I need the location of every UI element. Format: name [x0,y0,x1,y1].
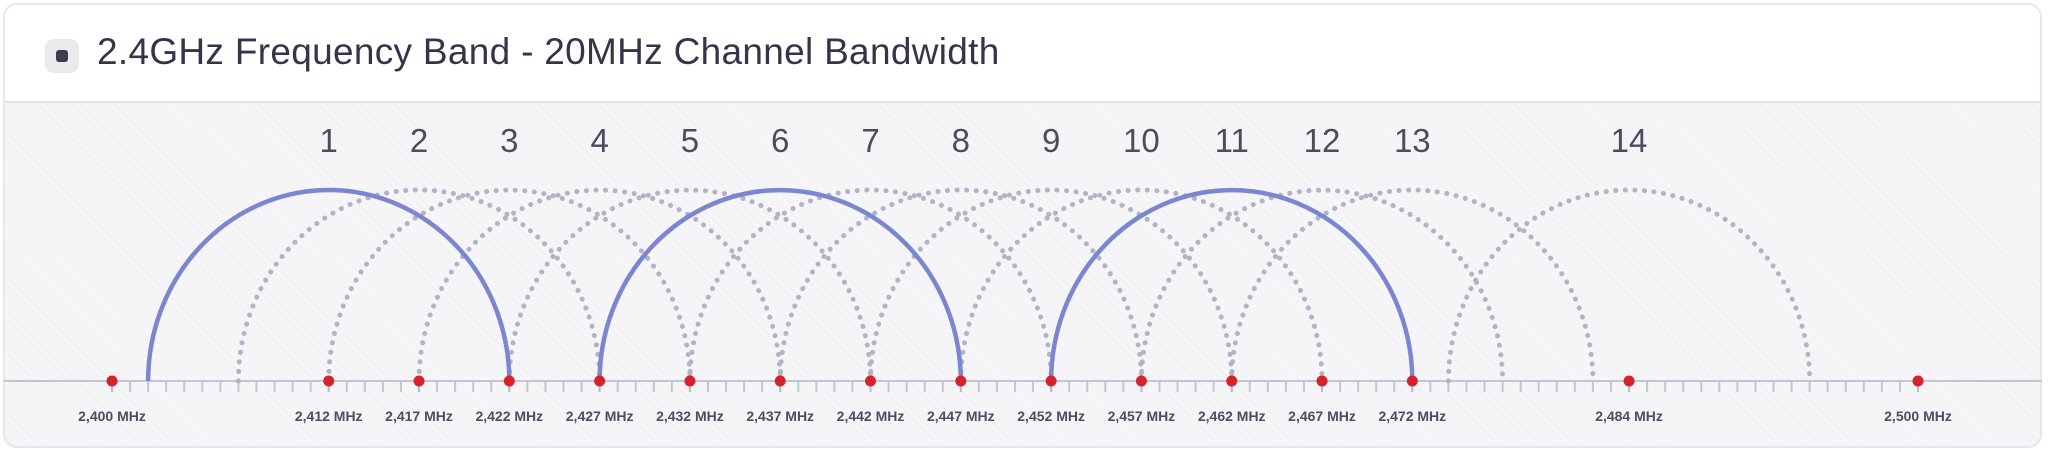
channel-number: 14 [1611,122,1648,159]
channel-number: 9 [1042,122,1060,159]
channel-number: 2 [410,122,428,159]
frequency-label: 2,437 MHz [746,408,814,424]
band-icon [45,39,79,73]
channel-number: 12 [1304,122,1341,159]
channel-number: 3 [500,122,518,159]
channel-6-arc [597,187,964,382]
frequency-marker [1135,375,1147,387]
frequency-marker [865,375,877,387]
frequency-label: 2,467 MHz [1288,408,1356,424]
frequency-label: 2,422 MHz [475,408,543,424]
channel-4-arc [416,187,783,384]
channel-13-arc [1229,187,1596,384]
frequency-marker [1912,375,1924,387]
channel-10-arc [958,187,1325,384]
frequency-label: 2,472 MHz [1378,408,1446,424]
channel-5-arc [506,187,874,384]
frequency-label: 2,447 MHz [927,408,995,424]
frequency-marker [503,375,515,387]
channel-number: 10 [1123,122,1160,159]
channel-1-arc [145,187,512,382]
frequency-marker [1406,375,1418,387]
frequency-marker [323,375,335,387]
frequency-marker [106,375,118,387]
frequency-label: 2,452 MHz [1017,408,1085,424]
frequency-label: 2,417 MHz [385,408,453,424]
channel-number: 8 [952,122,970,159]
channel-14-arc [1445,187,1813,384]
frequency-label: 2,484 MHz [1595,408,1663,424]
channel-8-arc [777,187,1144,384]
frequency-label: 2,432 MHz [656,408,724,424]
frequency-marker [413,375,425,387]
channel-number: 1 [320,122,338,159]
channel-number: 11 [1215,122,1249,159]
channel-7-arc [687,187,1054,384]
frequency-label: 2,462 MHz [1198,408,1266,424]
frequency-label: 2,400 MHz [78,408,146,424]
channel-3-arc [326,187,693,384]
frequency-label: 2,442 MHz [837,408,905,424]
channel-number: 7 [861,122,879,159]
frequency-label: 2,427 MHz [566,408,634,424]
channel-2-arc [235,187,603,384]
frequency-marker [1226,375,1238,387]
channel-9-arc [868,187,1235,384]
frequency-label: 2,412 MHz [295,408,363,424]
channel-number: 5 [681,122,699,159]
frequency-marker [1623,375,1635,387]
channel-12-arc [1138,187,1506,384]
frequency-label: 2,457 MHz [1108,408,1176,424]
channel-11-arc [1048,187,1415,382]
frequency-marker [684,375,696,387]
card-header: 2.4GHz Frequency Band - 20MHz Channel Ba… [5,5,2040,103]
channel-number: 6 [771,122,789,159]
frequency-marker [955,375,967,387]
frequency-marker [774,375,786,387]
frequency-marker [1316,375,1328,387]
page-title: 2.4GHz Frequency Band - 20MHz Channel Ba… [97,31,1000,72]
channel-number: 4 [590,122,608,159]
channel-number: 13 [1394,122,1431,159]
frequency-label: 2,500 MHz [1884,408,1952,424]
frequency-marker [594,375,606,387]
frequency-marker [1045,375,1057,387]
